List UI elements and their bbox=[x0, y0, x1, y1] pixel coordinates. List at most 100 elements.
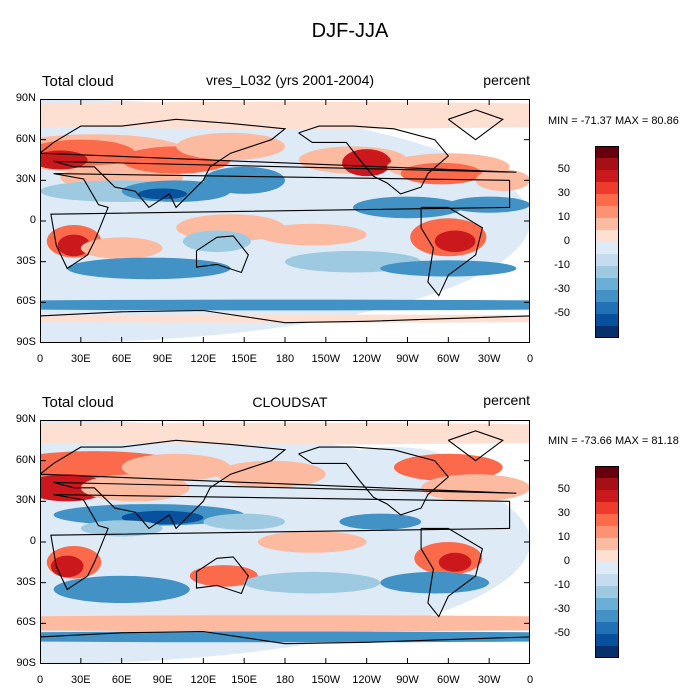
colorbar-swatch bbox=[595, 622, 619, 635]
lon-tick-label: 60E bbox=[111, 353, 132, 365]
coastline bbox=[50, 173, 511, 270]
anomaly-region bbox=[353, 196, 462, 219]
anomaly-region bbox=[342, 149, 392, 177]
anomaly-region bbox=[448, 196, 530, 213]
lon-tick-label: 120W bbox=[352, 674, 382, 686]
anomaly-region bbox=[434, 230, 476, 253]
colorbar-swatch bbox=[595, 562, 619, 575]
anomaly-region bbox=[339, 513, 422, 530]
anomaly-region bbox=[40, 299, 530, 311]
lon-tick-label: 120E bbox=[190, 674, 217, 686]
colorbar-swatch bbox=[595, 598, 619, 611]
anomaly-region bbox=[182, 230, 251, 253]
lon-tick-label: 0 bbox=[36, 674, 44, 686]
colorbar-swatch bbox=[595, 182, 619, 195]
top-colorbar bbox=[595, 146, 619, 338]
anomaly-region bbox=[53, 575, 190, 603]
lon-tick-label: 90W bbox=[396, 353, 419, 365]
anomaly-region bbox=[203, 513, 285, 530]
top-stats: MIN = -71.37 MAX = 80.86 bbox=[548, 115, 679, 127]
colorbar-swatch bbox=[595, 218, 619, 231]
lon-tick-label: 150W bbox=[311, 353, 341, 365]
colorbar-swatch bbox=[595, 646, 619, 658]
colorbar-swatch bbox=[595, 478, 619, 491]
lon-tick-label: 150E bbox=[231, 353, 257, 365]
colorbar-swatch bbox=[595, 326, 619, 338]
colorbar-swatch bbox=[595, 634, 619, 647]
top-right-label: percent bbox=[483, 72, 530, 88]
anomaly-region bbox=[244, 571, 381, 594]
lat-tick-label: 90N bbox=[15, 413, 36, 425]
colorbar-label: 50 bbox=[557, 163, 570, 175]
colorbar-swatch bbox=[595, 158, 619, 171]
colorbar-swatch bbox=[595, 502, 619, 515]
lat-tick-label: 30S bbox=[16, 575, 36, 588]
colorbar-frame bbox=[595, 146, 619, 338]
colorbar-swatch bbox=[595, 230, 619, 243]
lon-tick-label: 0 bbox=[526, 353, 534, 365]
lat-tick-label: 60S bbox=[16, 295, 36, 308]
figure-title: DJF-JJA bbox=[311, 20, 389, 42]
colorbar-label: 0 bbox=[563, 555, 570, 567]
anomaly-region bbox=[40, 631, 530, 643]
lat-tick-label: 60S bbox=[16, 616, 36, 629]
lat-tick-label: 30N bbox=[15, 494, 36, 507]
colorbar-label: 10 bbox=[557, 211, 570, 223]
anomaly-region bbox=[40, 422, 530, 445]
anomaly-region bbox=[189, 565, 258, 587]
anomaly-region bbox=[380, 260, 517, 277]
coastline bbox=[40, 309, 530, 324]
lat-tick-label: 90S bbox=[16, 336, 36, 348]
coastline bbox=[447, 109, 504, 141]
lat-tick-label: 30S bbox=[16, 254, 36, 267]
colorbar-swatch bbox=[595, 278, 619, 291]
anomaly-region bbox=[80, 474, 190, 502]
colorbar-swatch bbox=[595, 314, 619, 327]
colorbar-label: 30 bbox=[557, 507, 570, 519]
colorbar-swatch bbox=[595, 206, 619, 219]
lon-tick-label: 30W bbox=[477, 674, 501, 686]
colorbar-swatch bbox=[595, 466, 619, 479]
colorbar-swatch bbox=[595, 254, 619, 267]
coastline bbox=[40, 118, 517, 209]
anomaly-region bbox=[203, 166, 285, 194]
anomaly-region bbox=[257, 531, 367, 553]
coastline bbox=[40, 439, 517, 530]
coastline bbox=[195, 235, 249, 274]
colorbar-swatch bbox=[595, 514, 619, 527]
lon-tick-label: 150W bbox=[311, 674, 341, 686]
top-map bbox=[40, 99, 530, 343]
lon-tick-label: 90E bbox=[152, 674, 173, 686]
colorbar-swatch bbox=[595, 586, 619, 599]
colorbar-swatch bbox=[595, 302, 619, 315]
colorbar-label: -50 bbox=[554, 307, 570, 319]
anomaly-region bbox=[380, 571, 490, 594]
colorbar-label: -10 bbox=[554, 259, 570, 271]
lon-tick-label: 120E bbox=[190, 353, 217, 365]
anomaly-region bbox=[40, 150, 88, 170]
bottom-left-label: Total cloud bbox=[42, 394, 114, 411]
lon-tick-label: 120W bbox=[352, 353, 382, 365]
colorbar-swatch bbox=[595, 538, 619, 551]
coastline bbox=[40, 630, 530, 645]
lon-tick-label: 150E bbox=[231, 674, 257, 686]
colorbar-label: -50 bbox=[554, 627, 570, 639]
colorbar-swatch bbox=[595, 290, 619, 303]
colorbar-swatch bbox=[595, 526, 619, 539]
lon-tick-label: 0 bbox=[526, 674, 534, 686]
colorbar-swatch bbox=[595, 242, 619, 255]
lat-tick-label: 90S bbox=[16, 657, 36, 669]
anomaly-region bbox=[217, 460, 326, 488]
anomaly-region bbox=[400, 162, 483, 185]
anomaly-region bbox=[40, 101, 530, 129]
lon-tick-label: 30E bbox=[71, 674, 91, 686]
colorbar-swatch bbox=[595, 266, 619, 279]
bottom-center-label: CLOUDSAT bbox=[252, 394, 328, 410]
top-center-label: vres_L032 (yrs 2001-2004) bbox=[205, 72, 375, 88]
colorbar-swatch bbox=[595, 574, 619, 587]
bottom-right-label: percent bbox=[483, 392, 530, 408]
colorbar-label: -30 bbox=[554, 283, 570, 295]
anomaly-region bbox=[40, 314, 530, 323]
colorbar-label: -30 bbox=[554, 603, 570, 615]
lat-tick-label: 60N bbox=[15, 132, 36, 145]
